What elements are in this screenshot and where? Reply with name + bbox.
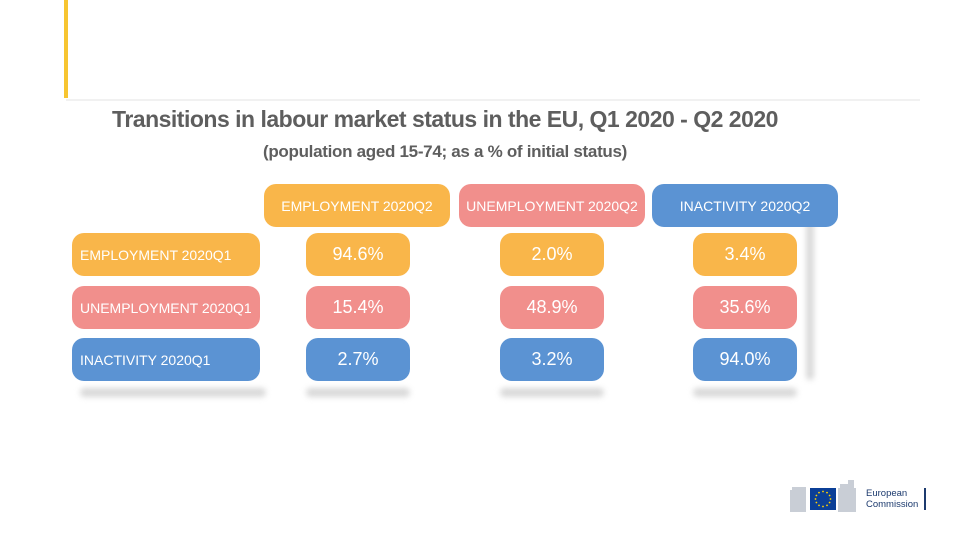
eu-flag-stars [814,490,832,508]
cell-employment-inactivity: 3.4% [693,233,797,276]
cell-unemployment-employment: 15.4% [306,286,410,329]
shadow-col3 [693,388,797,397]
row-label-unemployment: UNEMPLOYMENT 2020Q1 [72,286,260,329]
column-header-employment: EMPLOYMENT 2020Q2 [264,184,450,227]
divider [66,99,920,101]
shadow-col3-side [806,200,814,380]
row-label-employment: EMPLOYMENT 2020Q1 [72,233,260,276]
logo-separator [924,488,926,510]
cell-unemployment-unemployment: 48.9% [500,286,604,329]
shadow-col1 [306,388,410,397]
accent-bar [64,0,68,98]
european-commission-logo [790,480,856,512]
cell-inactivity-unemployment: 3.2% [500,338,604,381]
column-header-unemployment: UNEMPLOYMENT 2020Q2 [459,184,645,227]
shadow-col2 [500,388,604,397]
shadow-rowlabel [80,388,266,397]
eu-flag [810,488,836,510]
cell-employment-employment: 94.6% [306,233,410,276]
cell-inactivity-employment: 2.7% [306,338,410,381]
cell-unemployment-inactivity: 35.6% [693,286,797,329]
chart-title: Transitions in labour market status in t… [112,106,778,132]
cell-employment-unemployment: 2.0% [500,233,604,276]
cell-inactivity-inactivity: 94.0% [693,338,797,381]
row-label-inactivity: INACTIVITY 2020Q1 [72,338,260,381]
chart-subtitle: (population aged 15-74; as a % of initia… [262,142,628,161]
european-commission-wordmark: European Commission [866,488,919,510]
column-header-inactivity: INACTIVITY 2020Q2 [652,184,838,227]
